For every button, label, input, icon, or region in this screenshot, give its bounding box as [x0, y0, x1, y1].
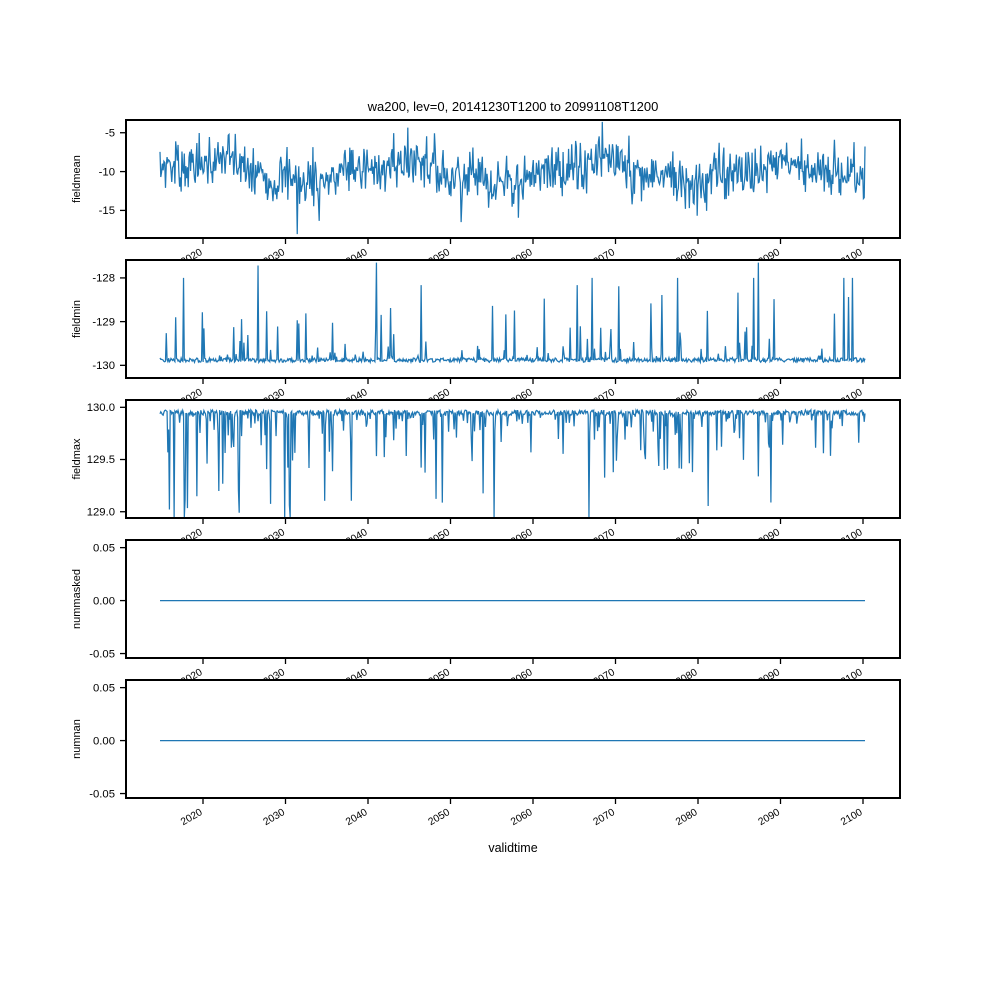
svg-text:129.5: 129.5 — [87, 454, 115, 466]
svg-text:-5: -5 — [105, 127, 115, 139]
svg-text:validtime: validtime — [488, 841, 537, 855]
svg-text:130.0: 130.0 — [87, 402, 115, 414]
svg-text:-0.05: -0.05 — [89, 648, 115, 660]
svg-text:0.00: 0.00 — [93, 735, 115, 747]
svg-text:129.0: 129.0 — [87, 506, 115, 518]
svg-text:-10: -10 — [99, 166, 115, 178]
svg-text:wa200, lev=0, 20141230T1200 to: wa200, lev=0, 20141230T1200 to 20991108T… — [367, 99, 659, 114]
svg-text:fieldmax: fieldmax — [71, 438, 83, 479]
svg-text:nummasked: nummasked — [71, 569, 83, 629]
svg-text:-15: -15 — [99, 205, 115, 217]
svg-text:-128: -128 — [92, 273, 115, 285]
svg-text:0.05: 0.05 — [93, 542, 115, 554]
svg-text:-130: -130 — [92, 360, 115, 372]
svg-text:fieldmin: fieldmin — [71, 300, 83, 338]
svg-text:numnan: numnan — [71, 719, 83, 759]
svg-text:-0.05: -0.05 — [89, 788, 115, 800]
svg-text:-129: -129 — [92, 316, 115, 328]
svg-text:fieldmean: fieldmean — [71, 155, 83, 203]
svg-text:0.00: 0.00 — [93, 595, 115, 607]
svg-text:0.05: 0.05 — [93, 682, 115, 694]
